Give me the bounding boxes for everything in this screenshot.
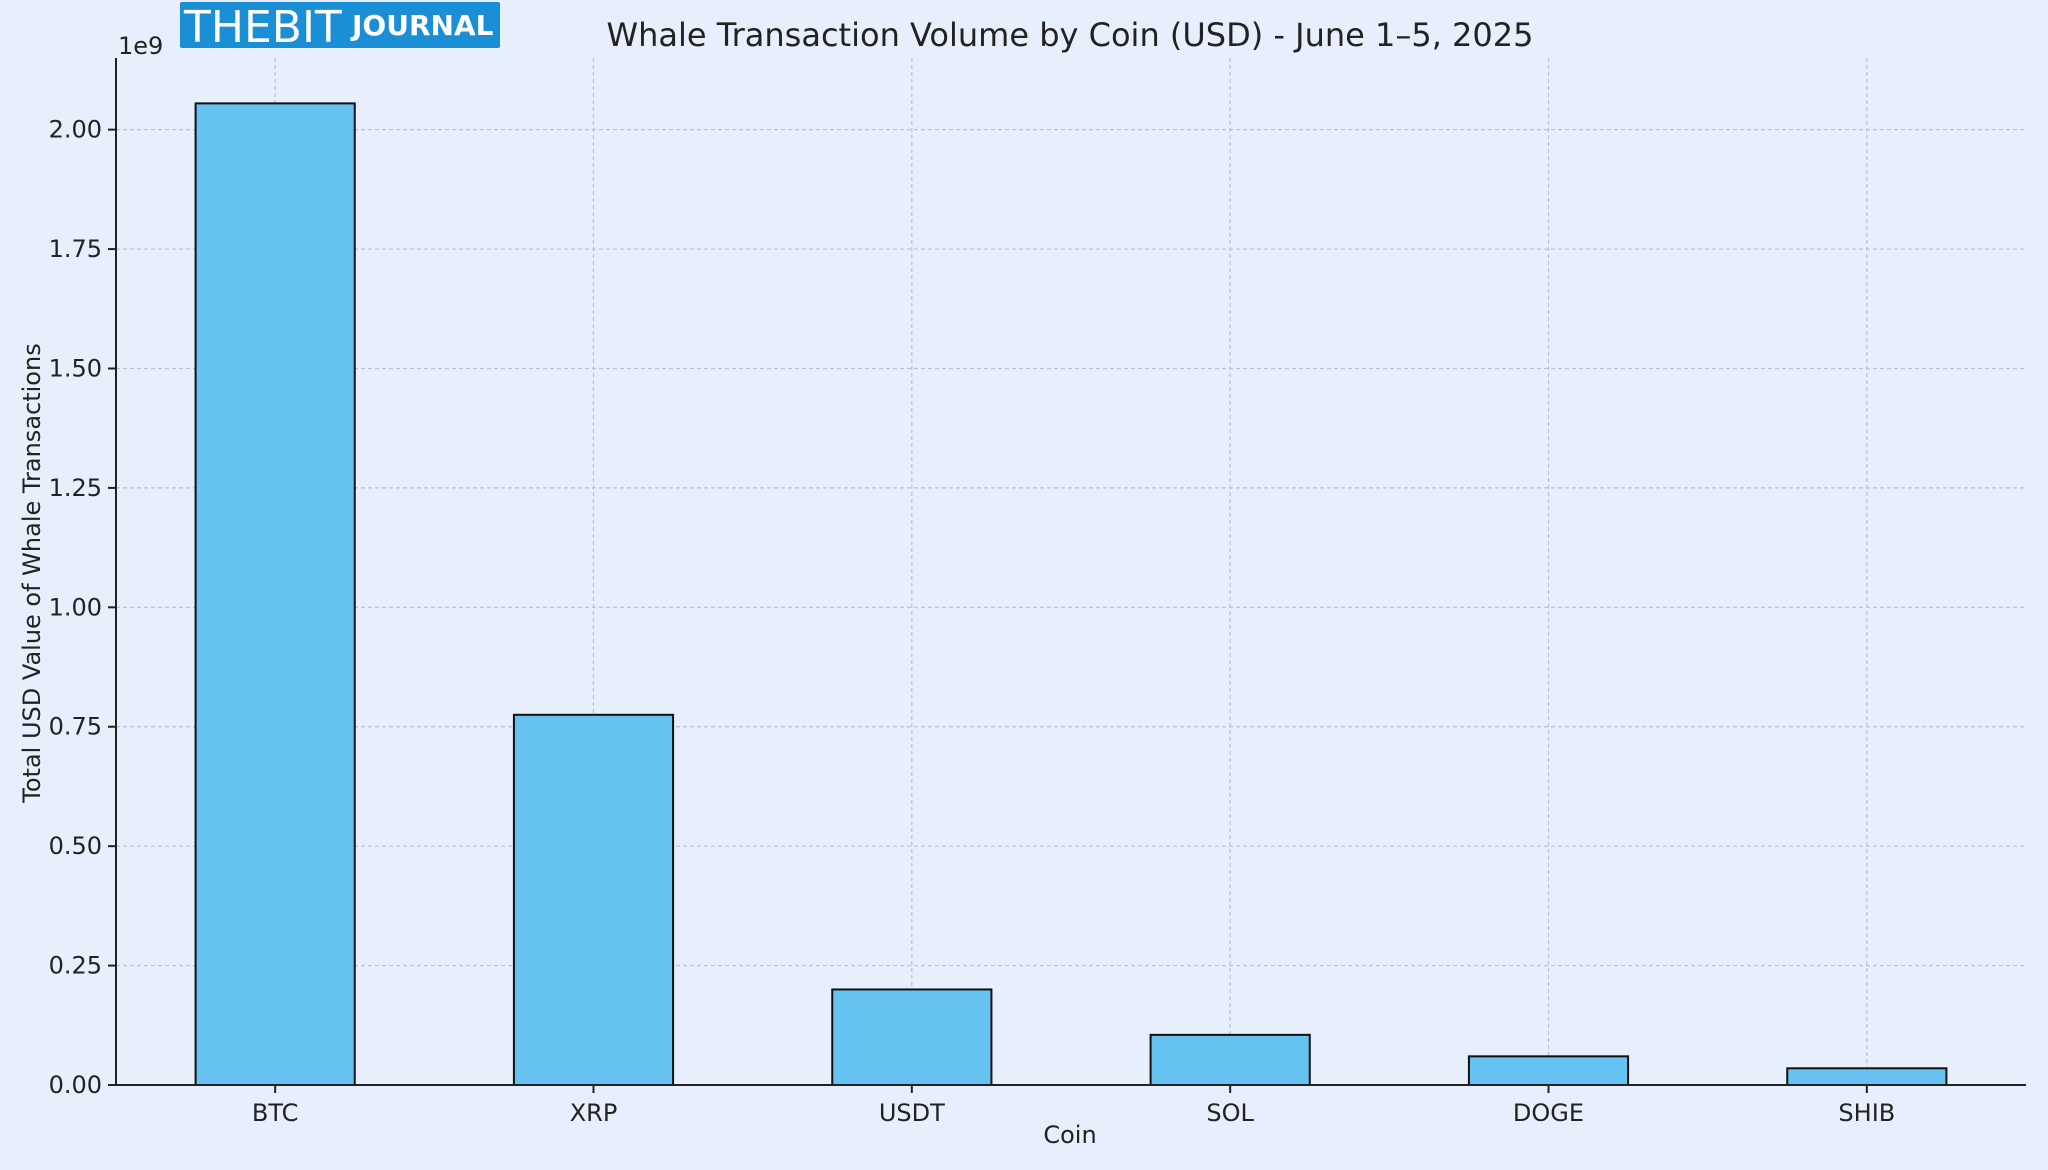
logo-text-thebit: THEBIT — [183, 2, 342, 53]
y-tick-label: 1.50 — [49, 354, 102, 382]
bars — [194, 102, 1948, 1087]
x-tick-label: BTC — [252, 1099, 298, 1127]
x-tick-label: SOL — [1206, 1099, 1254, 1127]
y-tick-label: 0.00 — [49, 1071, 102, 1099]
bar-btc — [194, 102, 356, 1086]
y-tick-label: 0.50 — [49, 832, 102, 860]
x-tick-label: USDT — [879, 1099, 945, 1127]
y-axis-multiplier: 1e9 — [118, 32, 163, 60]
chart-title: Whale Transaction Volume by Coin (USD) -… — [607, 16, 1534, 54]
x-tick-label: XRP — [570, 1099, 618, 1127]
x-tick-label: DOGE — [1513, 1099, 1584, 1127]
y-tick-label: 1.75 — [49, 235, 102, 263]
y-axis-ticks: 0.00 0.25 0.50 0.75 1.00 1.25 1.50 1.75 2.00 — [49, 116, 116, 1099]
thebit-journal-logo: THEBIT JOURNAL — [180, 2, 500, 53]
y-tick-label: 2.00 — [49, 116, 102, 144]
logo-text-journal: JOURNAL — [350, 9, 494, 42]
grid-lines — [116, 58, 2026, 1086]
x-axis-ticks: BTC XRP USDT SOL DOGE SHIB — [252, 1085, 1895, 1127]
x-tick-label: SHIB — [1838, 1099, 1895, 1127]
bar-usdt — [831, 988, 993, 1086]
y-tick-label: 1.25 — [49, 474, 102, 502]
y-axis-label: Total USD Value of Whale Transactions — [18, 343, 46, 803]
y-tick-label: 0.75 — [49, 713, 102, 741]
bar-shib — [1786, 1067, 1948, 1086]
y-tick-label: 1.00 — [49, 593, 102, 621]
x-axis-label: Coin — [1043, 1121, 1096, 1149]
bar-xrp — [512, 713, 675, 1086]
bar-sol — [1149, 1033, 1311, 1087]
y-tick-label: 0.25 — [49, 952, 102, 980]
logo-background — [180, 2, 500, 48]
bar-doge — [1467, 1055, 1630, 1086]
